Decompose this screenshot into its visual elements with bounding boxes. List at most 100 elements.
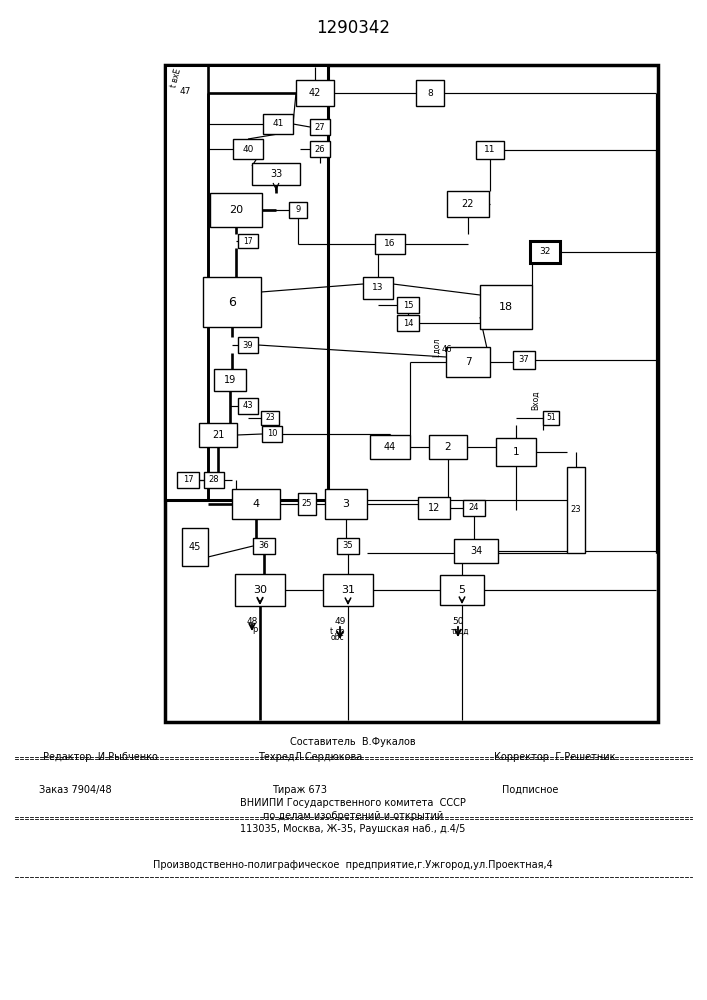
Bar — [238, 234, 258, 248]
Bar — [253, 538, 275, 554]
Bar — [233, 139, 263, 159]
Bar — [214, 369, 246, 391]
Text: Корректор  Г.Решетник: Корректор Г.Решетник — [494, 752, 616, 762]
Text: 51: 51 — [547, 414, 556, 422]
Text: 19: 19 — [224, 375, 236, 385]
Text: 1290342: 1290342 — [316, 19, 390, 37]
Text: 32: 32 — [539, 247, 551, 256]
Bar — [337, 538, 359, 554]
Bar — [296, 80, 334, 106]
Text: 3: 3 — [342, 499, 349, 509]
Bar — [416, 80, 444, 106]
Text: 113035, Москва, Ж-35, Раушская наб., д.4/5: 113035, Москва, Ж-35, Раушская наб., д.4… — [240, 824, 466, 834]
Bar — [325, 489, 367, 519]
Text: 6: 6 — [228, 296, 236, 308]
Bar — [530, 241, 560, 263]
Text: 24: 24 — [469, 504, 479, 512]
Bar — [204, 472, 224, 488]
Text: 1: 1 — [513, 447, 520, 457]
Bar — [397, 297, 419, 313]
Bar — [165, 65, 658, 722]
Text: 9: 9 — [296, 206, 300, 215]
Bar — [210, 193, 262, 227]
Text: 34: 34 — [470, 546, 482, 556]
Bar — [375, 234, 405, 254]
Text: 7: 7 — [464, 357, 472, 367]
Text: 21: 21 — [212, 430, 224, 440]
Text: 17: 17 — [243, 236, 253, 245]
Text: 36: 36 — [259, 542, 269, 550]
Text: 39: 39 — [243, 340, 253, 350]
Bar — [310, 141, 330, 157]
Bar — [238, 337, 258, 353]
Bar — [370, 435, 410, 459]
Text: 48: 48 — [246, 617, 257, 626]
Text: 8: 8 — [427, 89, 433, 98]
Text: 5: 5 — [459, 585, 465, 595]
Bar — [298, 493, 316, 515]
Bar — [177, 472, 199, 488]
Bar — [567, 467, 585, 553]
Bar — [429, 435, 467, 459]
Text: 16: 16 — [384, 239, 396, 248]
Text: 33: 33 — [270, 169, 282, 179]
Bar — [463, 500, 485, 516]
Text: 46: 46 — [442, 344, 452, 354]
Text: 2: 2 — [445, 442, 451, 452]
Text: ТехредЛ.Сердюкова: ТехредЛ.Сердюкова — [258, 752, 362, 762]
Text: 10: 10 — [267, 430, 277, 438]
Text: t ср: t ср — [329, 626, 344, 636]
Bar — [232, 489, 280, 519]
Text: Тираж 673: Тираж 673 — [272, 785, 327, 795]
Text: 13: 13 — [373, 284, 384, 292]
Bar — [262, 426, 282, 442]
Text: l.дол: l.дол — [433, 337, 441, 357]
Text: 41: 41 — [272, 119, 284, 128]
Bar — [323, 574, 373, 606]
Bar — [440, 575, 484, 605]
Text: 47: 47 — [180, 88, 191, 97]
Text: 42: 42 — [309, 88, 321, 98]
Bar — [496, 438, 536, 466]
Bar — [530, 241, 560, 263]
Bar — [447, 191, 489, 217]
Text: 49: 49 — [334, 617, 346, 626]
Text: Заказ 7904/48: Заказ 7904/48 — [39, 785, 111, 795]
Text: 37: 37 — [519, 356, 530, 364]
Text: Составитель  В.Фукалов: Составитель В.Фукалов — [290, 737, 416, 747]
Bar — [261, 411, 279, 425]
Text: ВНИИПИ Государственного комитета  СССР: ВНИИПИ Государственного комитета СССР — [240, 798, 466, 808]
Bar — [238, 398, 258, 414]
Bar — [235, 574, 285, 606]
Text: 30: 30 — [253, 585, 267, 595]
Bar — [199, 423, 237, 447]
Text: 50: 50 — [452, 617, 464, 626]
Bar — [203, 277, 261, 327]
Bar — [513, 351, 535, 369]
Bar — [454, 539, 498, 563]
Text: 22: 22 — [462, 199, 474, 209]
Text: 4: 4 — [252, 499, 259, 509]
Text: Вход: Вход — [532, 390, 540, 410]
Text: 43: 43 — [243, 401, 253, 410]
Text: 18: 18 — [499, 302, 513, 312]
Text: 27: 27 — [315, 122, 325, 131]
Text: оbc: оbc — [330, 634, 344, 643]
Text: 31: 31 — [341, 585, 355, 595]
Text: 28: 28 — [209, 476, 219, 485]
Text: 20: 20 — [229, 205, 243, 215]
Bar — [363, 277, 393, 299]
Text: р: р — [252, 624, 257, 634]
Text: 26: 26 — [315, 144, 325, 153]
Text: 23: 23 — [571, 506, 581, 514]
Bar — [446, 347, 490, 377]
Bar — [182, 528, 208, 566]
Bar — [543, 411, 559, 425]
Bar — [310, 119, 330, 135]
Text: 45: 45 — [189, 542, 201, 552]
Bar — [397, 315, 419, 331]
Text: 17: 17 — [182, 476, 193, 485]
Bar — [252, 163, 300, 185]
Text: t вхE: t вхE — [169, 68, 183, 88]
Text: τгод: τгод — [451, 626, 469, 636]
